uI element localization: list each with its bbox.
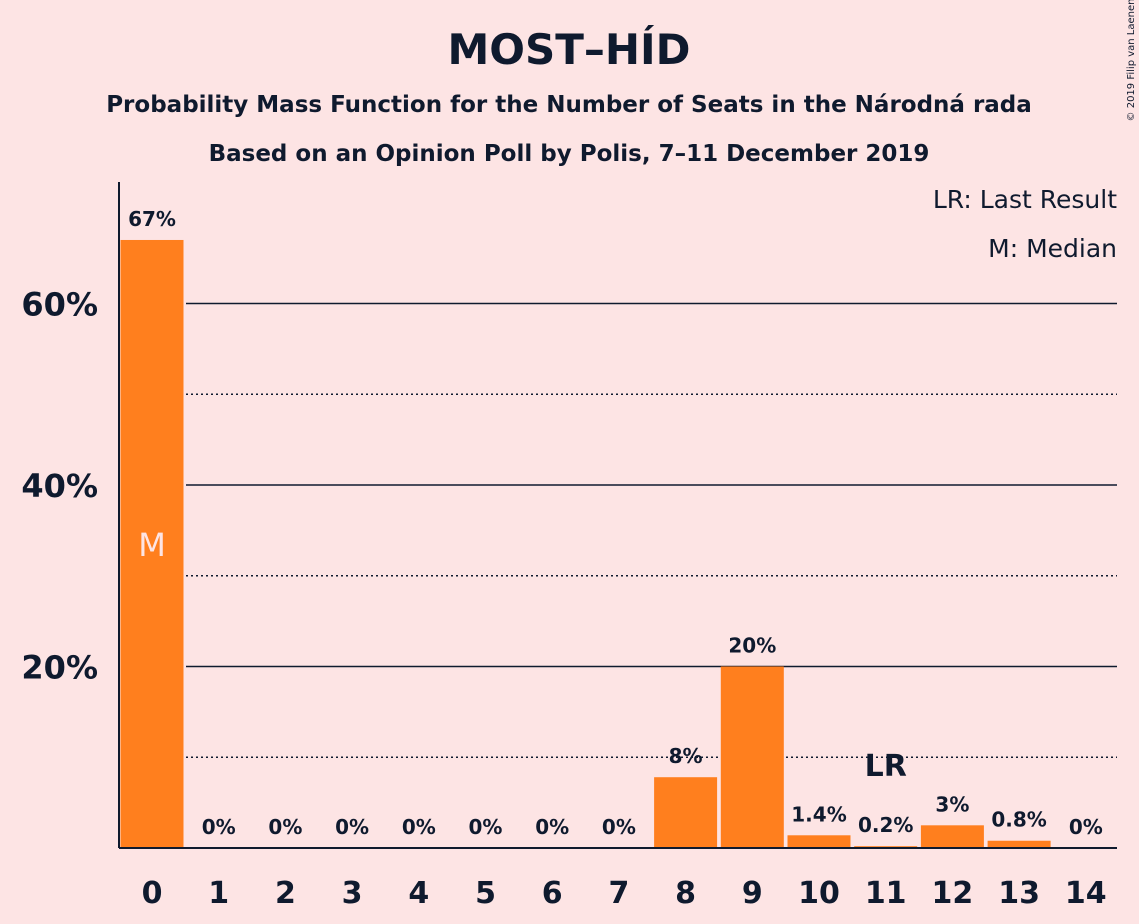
last-result-marker: LR — [865, 749, 907, 784]
data-label-0: 67% — [128, 207, 176, 231]
grid-lines — [186, 302, 1117, 758]
bars — [120, 239, 1051, 849]
axes: 20%40%60%0 1 2 3 4 5 6 7 8 9 10 11 12 13 14 — [21, 182, 1117, 911]
x-tick-label-6: 6 — [542, 876, 563, 911]
data-label-4: 0% — [402, 815, 436, 839]
x-tick-label-4: 4 — [408, 876, 429, 911]
x-tick-label-11: 11 — [865, 876, 907, 911]
bar-9 — [720, 666, 784, 848]
median-marker: M — [138, 526, 166, 564]
y-tick-label-40: 40% — [21, 467, 98, 505]
x-tick-label-5: 5 — [475, 876, 496, 911]
x-tick-label-12: 12 — [932, 876, 974, 911]
data-label-5: 0% — [469, 815, 503, 839]
x-tick-label-0: 0 — [142, 876, 163, 911]
legend-last-result: LR: Last Result — [933, 185, 1117, 214]
data-labels: 67% 0% 0% 0% 0% 0% 0% 0% 8% 20% 1.4% 0.2% 3% 0.8% 0% M L… — [128, 207, 1103, 839]
data-label-2: 0% — [268, 815, 302, 839]
data-label-8: 8% — [669, 744, 703, 768]
bar-8 — [654, 777, 718, 848]
data-label-3: 0% — [335, 815, 369, 839]
bar-0 — [120, 239, 184, 849]
data-label-6: 0% — [535, 815, 569, 839]
legend-median: M: Median — [988, 234, 1117, 263]
x-tick-label-14: 14 — [1065, 876, 1107, 911]
y-tick-label-60: 60% — [21, 286, 98, 324]
x-tick-label-8: 8 — [675, 876, 696, 911]
chart-subtitle: Probability Mass Function for the Number… — [106, 92, 1032, 118]
x-tick-label-1: 1 — [208, 876, 229, 911]
data-label-10: 1.4% — [791, 802, 846, 826]
data-label-9: 20% — [728, 634, 776, 658]
x-tick-label-2: 2 — [275, 876, 296, 911]
data-label-11: 0.2% — [858, 813, 913, 837]
chart-title: MOST–HÍD — [447, 24, 690, 74]
x-tick-label-9: 9 — [742, 876, 763, 911]
data-label-7: 0% — [602, 815, 636, 839]
x-tick-label-13: 13 — [998, 876, 1040, 911]
chart-source: Based on an Opinion Poll by Polis, 7–11 … — [209, 141, 930, 167]
data-label-14: 0% — [1069, 815, 1103, 839]
y-tick-label-20: 20% — [21, 649, 98, 687]
bar-13 — [987, 840, 1051, 848]
copyright-notice: © 2019 Filip van Laenen — [1126, 0, 1137, 121]
data-label-13: 0.8% — [991, 808, 1046, 832]
x-tick-label-3: 3 — [342, 876, 363, 911]
x-tick-label-7: 7 — [608, 876, 629, 911]
data-label-12: 3% — [935, 792, 969, 816]
bar-10 — [787, 835, 851, 848]
data-label-1: 0% — [202, 815, 236, 839]
bar-12 — [920, 825, 984, 848]
x-tick-label-10: 10 — [798, 876, 840, 911]
